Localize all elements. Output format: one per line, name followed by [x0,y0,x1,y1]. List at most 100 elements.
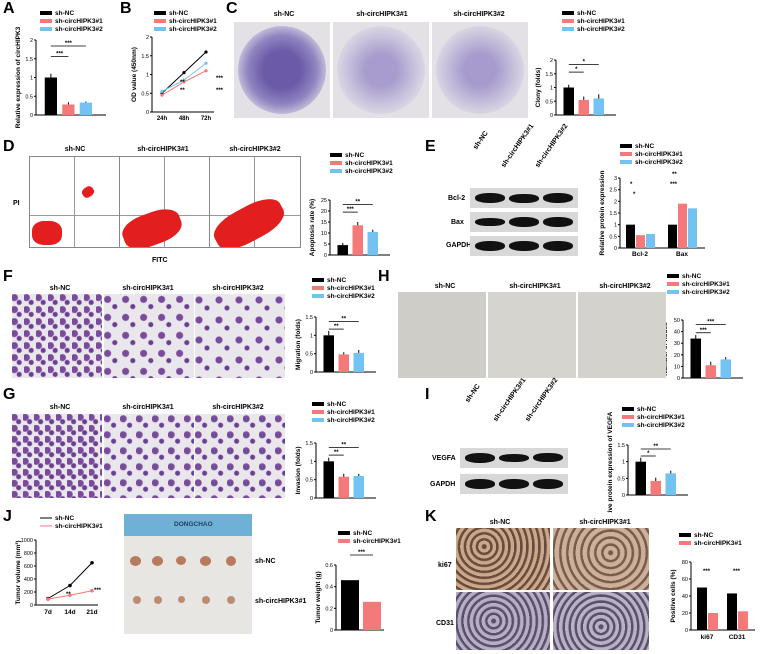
chart-b-point-0-1 [182,71,186,75]
chart-c-legend-label-2: sh-circHIPK3#2 [577,26,625,33]
chart-k-ytick-label-1: 20 [682,611,688,617]
chart-e: 0 0.5 1 1.5 2 2.5 3 Relative protein expression… [599,143,705,258]
migration-image-nc [12,294,102,378]
chart-k-sig-0: *** [703,569,711,575]
chart-b-point-1-0 [160,93,164,97]
caption-d-c1: sh-circHIPK3#1 [137,146,189,153]
flow-plot-c2 [209,156,301,248]
chart-d-bar-0 [337,245,348,255]
caption-g-c1: sh-circHIPK3#1 [122,404,174,411]
chart-j2-legend-label-1: sh-circHIPK3#1 [353,538,401,545]
chart-d-legend-swatch-0 [330,153,342,157]
chart-j2-ytick-label-1: 0.2 [325,606,333,612]
chart-i-ytick-label-1: 0.5 [617,476,625,482]
chart-k-ytick-label-3: 60 [682,577,688,583]
chart-j2-ylabel: Tumor weight (g) [315,571,322,623]
chart-f-ytick-label-1: 0.5 [305,352,313,358]
chart-c-ytick-label-0: 0 [550,113,553,119]
chart-a-ytick-label-4: 2 [30,38,33,44]
chart-f-ytick-label-3: 1.5 [305,315,313,321]
chart-b-ylabel: OD value (450nm) [131,47,138,102]
chart-g-bar-2 [353,476,364,498]
chart-c-ylabel: Clony (folds) [535,68,542,108]
chart-c-legend-label-0: sh-NC [577,10,596,17]
chart-b-xtick-2: 72h [201,116,212,122]
panel-label-c: C [226,0,238,17]
axis-pi: PI [13,200,20,207]
chart-h-ytick-label-4: 40 [674,330,680,336]
chart-d-ytick-label-4: 20 [321,209,327,215]
chart-e-ylabel: Relative protein expression [599,171,606,256]
chart-j-ytick-label-4: 800 [24,551,33,557]
chart-i-sig-label-1: ** [653,444,658,450]
chart-f-legend-label-1: sh-circHIPK3#1 [327,285,375,292]
chart-k-legend-label-1: sh-circHIPK3#1 [694,540,742,547]
chart-g-sig-label-1: ** [341,442,346,448]
invasion-image-c2 [195,414,285,498]
chart-i-ytick-label-0: 0 [622,493,625,499]
blot-e-label-gapdh: GAPDH [446,242,472,249]
chart-b-sig-3: ** [180,80,185,86]
caption-k-nc: sh-NC [489,519,511,526]
chart-i-legend-label-2: sh-circHIPK3#2 [637,422,685,429]
chart-j-ytick-label-3: 600 [24,564,33,570]
chart-c-bar-2 [593,98,604,115]
colony-plate-c1 [333,22,429,118]
caption-c-c1: sh-circHIPK3#1 [356,11,408,18]
chart-e-ytick-label-3: 1.5 [609,211,617,217]
chart-a-legend-label-1: sh-circHIPK3#1 [55,18,103,25]
chart-j2-ytick-label-0: 0 [330,628,333,634]
caption-g-c2: sh-circHIPK3#2 [212,404,264,411]
chart-a-legend-swatch-0 [40,11,52,15]
chart-b-ytick-label-1: 0.5 [141,91,149,97]
chart-c-ytick-label-4: 2 [550,58,553,64]
chart-k-bar-0-0 [697,587,707,630]
chart-e-legend-swatch-1 [620,152,632,156]
chart-c-ytick-label-1: 0.5 [545,99,553,105]
ihc-cd31-c1 [553,592,649,650]
chart-f-legend-label-0: sh-NC [327,277,346,284]
chart-a-bar-1 [62,104,75,115]
chart-i-legend-label-1: sh-circHIPK3#1 [637,414,685,421]
chart-e-legend-label-0: sh-NC [635,143,654,150]
ihc-ki67-c1 [553,528,649,590]
chart-d-bar-1 [352,225,363,255]
chart-b-sig-2: ** [180,88,185,94]
chart-h: 01020304050Number of nodessh-NCsh-circHI… [662,273,743,382]
chart-f-bar-1 [338,354,349,372]
chart-j-xtick-1: 14d [64,609,75,616]
chart-c-sig-label-0: * [575,67,578,73]
chart-j2-sig-label-0: *** [358,550,366,556]
chart-k-xtick-0: ki67 [701,634,714,641]
chart-h-ytick-label-3: 30 [674,341,680,347]
axis-fitc: FITC [152,257,168,264]
chart-e-ytick-label-5: 2.5 [609,188,617,194]
chart-j-ytick-label-5: 1000 [21,538,33,544]
chart-a-bar-0 [44,77,57,115]
chart-j-ytick-label-2: 400 [24,577,33,583]
chart-b-legend-label-1: sh-circHIPK3#1 [169,18,217,25]
chart-d-bar-2 [367,231,378,255]
chart-b-sig-0: *** [216,76,224,82]
chart-b-ytick-label-0: 0 [146,110,149,116]
chart-f-sig-label-0: ** [334,324,339,330]
chart-i-legend-swatch-1 [622,415,634,419]
chart-g-legend-swatch-2 [312,418,324,422]
chart-j-sig-0: ** [66,592,71,598]
chart-g-legend-swatch-0 [312,402,324,406]
chart-h-bar-1 [705,365,716,378]
chart-g-bar-0 [323,461,334,498]
chart-k-legend-label-0: sh-NC [694,532,713,539]
chart-a-ytick-label-0: 0 [30,113,33,119]
blot-i-label-gapdh: GAPDH [430,481,456,488]
chart-j2-legend-swatch-0 [338,531,350,535]
chart-j-xtick-2: 21d [86,609,97,616]
chart-c-legend-swatch-2 [562,27,574,31]
panel-label-i: I [425,386,430,403]
chart-j2-legend-swatch-1 [338,539,350,543]
chart-f-bar-2 [353,352,364,372]
blot-bax [470,212,578,232]
chart-g-legend-swatch-1 [312,410,324,414]
